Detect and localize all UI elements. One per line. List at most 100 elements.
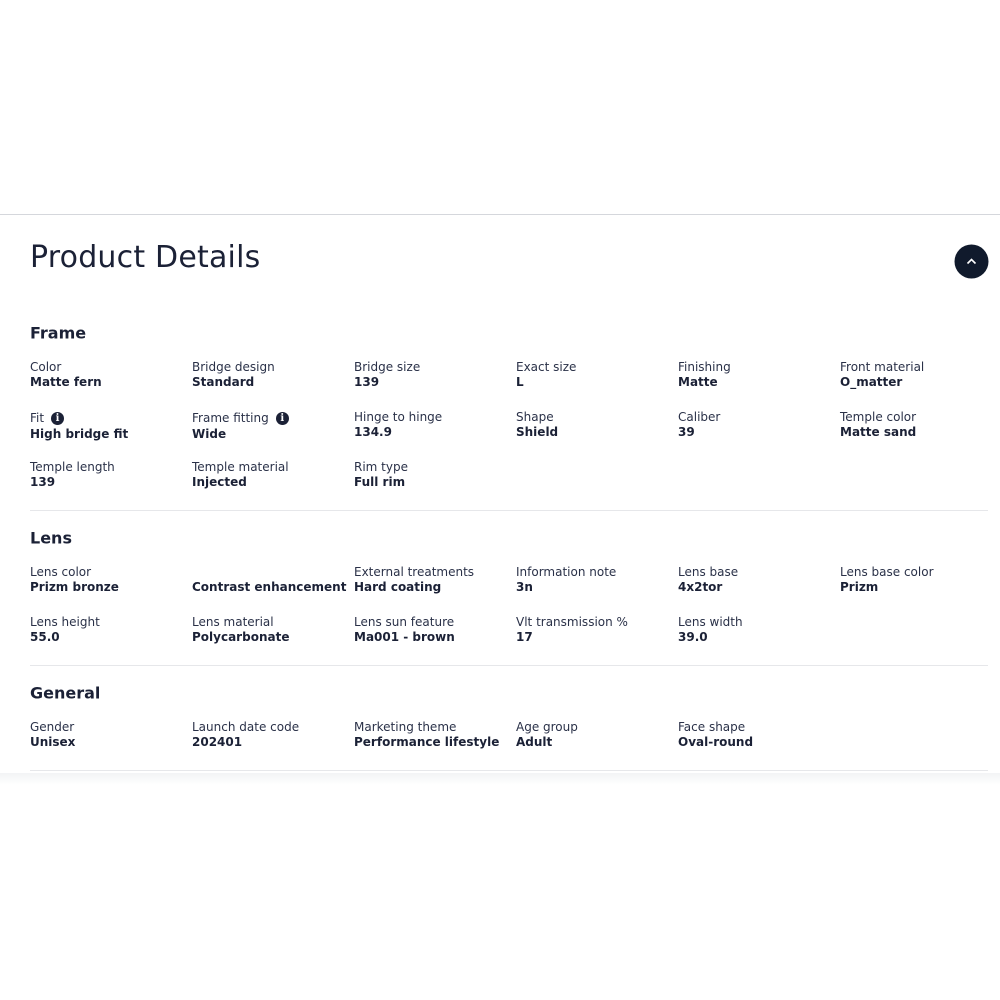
detail-value: Prizm (840, 580, 879, 594)
detail-label: Shape (516, 410, 554, 424)
detail-value: Hard coating (354, 580, 442, 594)
detail-label: Lens base color (840, 565, 934, 579)
detail-label: Front material (840, 360, 924, 374)
detail-value: 202401 (192, 735, 243, 749)
label-text: Shape (516, 410, 554, 424)
label-text: Rim type (354, 460, 408, 474)
label-text: Exact size (516, 360, 577, 374)
detail-value: 139 (354, 375, 380, 389)
detail-value: L (516, 375, 524, 389)
label-text: Lens base color (840, 565, 934, 579)
detail-label: Vlt transmission % (516, 615, 628, 629)
section-heading: General (30, 683, 101, 703)
detail-value: Ma001 - brown (354, 630, 455, 644)
detail-value: 55.0 (30, 630, 60, 644)
top-divider (0, 214, 1000, 215)
label-text: Temple material (192, 460, 289, 474)
detail-value: Contrast enhancement (192, 580, 347, 594)
info-icon[interactable]: i (51, 412, 65, 425)
detail-label: Fit i (30, 411, 65, 425)
button-bg (954, 244, 989, 279)
detail-label: Lens material (192, 615, 274, 629)
section-divider (30, 510, 988, 511)
detail-label: Temple material (192, 460, 289, 474)
label-text: Finishing (678, 360, 731, 374)
detail-label: Rim type (354, 460, 408, 474)
label-text: Lens sun feature (354, 615, 455, 629)
detail-label: Launch date code (192, 720, 299, 734)
detail-value: Matte sand (840, 425, 917, 439)
label-text: Face shape (678, 720, 746, 734)
label-text: Lens base (678, 565, 739, 579)
label-text: Vlt transmission % (516, 615, 628, 629)
page-title: Product Details (30, 240, 261, 275)
detail-value: 17 (516, 630, 533, 644)
info-icon[interactable]: i (275, 412, 289, 425)
detail-label: Marketing theme (354, 720, 456, 734)
chevron-up (966, 258, 977, 265)
detail-label: Temple color (840, 410, 916, 424)
section-divider (30, 770, 988, 771)
section-heading: Frame (30, 323, 87, 343)
detail-label: Bridge design (192, 360, 275, 374)
detail-label: Face shape (678, 720, 745, 734)
detail-value: Matte fern (30, 375, 102, 389)
detail-value: Standard (192, 375, 255, 389)
detail-label: Exact size (516, 360, 576, 374)
label-text: Marketing theme (354, 720, 457, 734)
detail-value: 4x2tor (678, 580, 723, 594)
detail-label: Information note (516, 565, 616, 579)
label-text: Front material (840, 360, 925, 374)
detail-value: Full rim (354, 475, 406, 489)
detail-value: 134.9 (354, 425, 392, 439)
collapse-button[interactable] (954, 244, 989, 279)
detail-label: Hinge to hinge (354, 410, 442, 424)
detail-value: 3n (516, 580, 533, 594)
detail-label: Age group (516, 720, 578, 734)
label-text: External treatments (354, 565, 475, 579)
label-text: Bridge design (192, 360, 275, 374)
detail-value: Injected (192, 475, 247, 489)
label-text: Bridge size (354, 360, 421, 374)
detail-label: Caliber (678, 410, 720, 424)
detail-label: Frame fitting i (192, 411, 289, 425)
detail-label: Lens color (30, 565, 91, 579)
detail-label: External treatments (354, 565, 474, 579)
label-text: Launch date code (192, 720, 300, 734)
label-text: Fit (30, 411, 45, 425)
detail-value: Prizm bronze (30, 580, 119, 594)
detail-value: Matte (678, 375, 718, 389)
section-heading: Lens (30, 528, 72, 548)
detail-label: Temple length (30, 460, 115, 474)
section-divider (30, 665, 988, 666)
label-text: Lens height (30, 615, 100, 629)
detail-label: Gender (30, 720, 74, 734)
detail-value: 39.0 (678, 630, 708, 644)
detail-label: Finishing (678, 360, 731, 374)
detail-label: Lens height (30, 615, 100, 629)
label-text: Color (30, 360, 62, 374)
label-text: Age group (516, 720, 578, 734)
label-text: Lens width (678, 615, 743, 629)
bottom-shadow (0, 773, 1000, 785)
label-text: Lens material (192, 615, 274, 629)
detail-label: Bridge size (354, 360, 420, 374)
detail-label: Color (30, 360, 61, 374)
label-text: Lens color (30, 565, 92, 579)
detail-value: Unisex (30, 735, 76, 749)
label-text: Information note (516, 565, 617, 579)
label-text: Frame fitting (192, 411, 269, 425)
detail-label: Lens sun feature (354, 615, 454, 629)
detail-value: Wide (192, 427, 227, 441)
detail-value: 139 (30, 475, 56, 489)
label-text: Caliber (678, 410, 721, 424)
detail-label: Lens base (678, 565, 738, 579)
detail-value: Oval-round (678, 735, 754, 749)
detail-value: High bridge fit (30, 427, 129, 441)
label-text: Gender (30, 720, 75, 734)
detail-value: 39 (678, 425, 695, 439)
label-text: Hinge to hinge (354, 410, 443, 424)
label-text: Temple length (30, 460, 115, 474)
detail-value: Performance lifestyle (354, 735, 500, 749)
